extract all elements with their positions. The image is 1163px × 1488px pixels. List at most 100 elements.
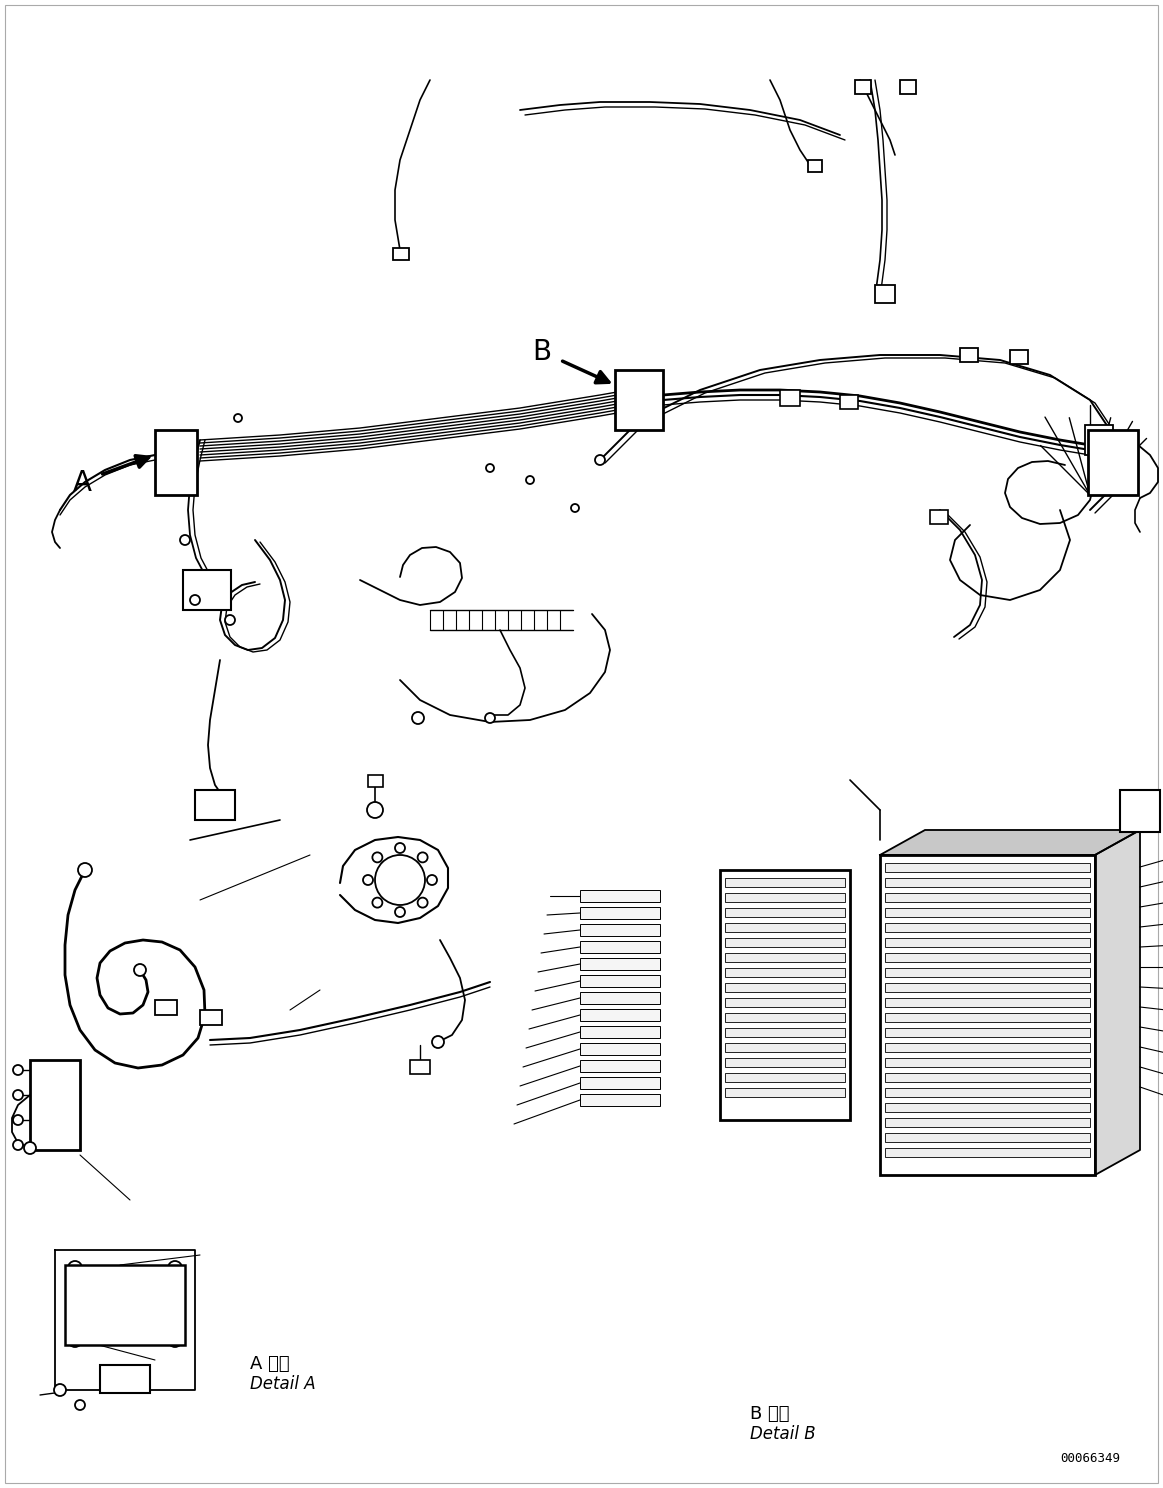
Circle shape <box>368 802 383 818</box>
Bar <box>885 923 1090 931</box>
Text: Detail A: Detail A <box>250 1375 315 1393</box>
Circle shape <box>395 908 405 917</box>
Bar <box>725 908 846 917</box>
Bar <box>615 371 663 430</box>
Bar <box>580 1077 659 1089</box>
Circle shape <box>167 1260 181 1275</box>
Bar <box>959 348 978 362</box>
Bar <box>875 286 896 304</box>
Bar <box>725 923 846 931</box>
Bar <box>100 1364 150 1393</box>
Text: Detail B: Detail B <box>750 1426 815 1443</box>
Circle shape <box>24 1141 36 1155</box>
Bar <box>725 1028 846 1037</box>
Bar <box>368 775 383 787</box>
Text: B: B <box>533 338 551 366</box>
Bar <box>725 1088 846 1097</box>
Bar <box>725 969 846 978</box>
Bar <box>885 1043 1090 1052</box>
Circle shape <box>234 414 242 423</box>
Bar <box>580 1059 659 1071</box>
Circle shape <box>13 1140 23 1150</box>
Circle shape <box>571 504 579 512</box>
Text: A 詳細: A 詳細 <box>250 1356 290 1373</box>
Circle shape <box>431 1036 444 1048</box>
Bar <box>885 908 1090 917</box>
Bar <box>885 1132 1090 1141</box>
Circle shape <box>395 844 405 853</box>
Bar <box>1009 350 1028 365</box>
Circle shape <box>595 455 605 464</box>
Circle shape <box>372 853 383 863</box>
Bar <box>885 969 1090 978</box>
Polygon shape <box>55 1250 195 1390</box>
Circle shape <box>412 711 424 725</box>
Bar <box>580 1009 659 1021</box>
Bar <box>200 1010 222 1025</box>
Bar <box>885 1028 1090 1037</box>
Bar <box>580 924 659 936</box>
Circle shape <box>372 897 383 908</box>
Circle shape <box>180 536 190 545</box>
Bar <box>720 870 850 1120</box>
Bar <box>885 1103 1090 1112</box>
Bar <box>1085 426 1113 455</box>
Bar <box>725 1073 846 1082</box>
Bar <box>885 984 1090 992</box>
Text: 00066349: 00066349 <box>1059 1452 1120 1466</box>
Bar <box>725 998 846 1007</box>
Circle shape <box>67 1260 83 1275</box>
Bar <box>885 893 1090 902</box>
Circle shape <box>526 476 534 484</box>
Circle shape <box>134 964 147 976</box>
Bar <box>195 790 235 820</box>
Bar <box>885 1117 1090 1126</box>
Bar <box>725 893 846 902</box>
Bar <box>1120 790 1160 832</box>
Bar <box>725 952 846 963</box>
Bar <box>725 1058 846 1067</box>
Bar <box>393 248 409 260</box>
Bar <box>808 161 822 173</box>
Bar <box>780 390 800 406</box>
Bar <box>930 510 948 524</box>
Bar <box>30 1059 80 1150</box>
Circle shape <box>167 1333 181 1347</box>
Bar <box>580 958 659 970</box>
Circle shape <box>427 875 437 885</box>
Bar <box>155 430 197 496</box>
Circle shape <box>67 1333 83 1347</box>
Text: A: A <box>72 469 92 497</box>
Circle shape <box>485 713 495 723</box>
Bar <box>885 952 1090 963</box>
Bar <box>65 1265 185 1345</box>
Bar <box>885 1058 1090 1067</box>
Bar <box>183 570 231 610</box>
Circle shape <box>418 853 428 863</box>
Bar <box>900 80 916 94</box>
Polygon shape <box>1096 830 1140 1176</box>
Bar <box>725 878 846 887</box>
Bar <box>155 1000 177 1015</box>
Circle shape <box>190 595 200 606</box>
Bar <box>840 394 858 409</box>
Circle shape <box>13 1091 23 1100</box>
Bar <box>580 975 659 987</box>
Bar <box>1089 430 1139 496</box>
Bar <box>885 1088 1090 1097</box>
Text: B 詳細: B 詳細 <box>750 1405 790 1423</box>
Bar <box>580 908 659 920</box>
Bar <box>855 80 871 94</box>
Circle shape <box>78 863 92 876</box>
Bar <box>880 856 1096 1176</box>
Circle shape <box>13 1065 23 1074</box>
Bar <box>885 878 1090 887</box>
Bar <box>885 937 1090 946</box>
Bar <box>725 1013 846 1022</box>
Bar <box>580 1094 659 1106</box>
Bar <box>885 863 1090 872</box>
Bar <box>725 984 846 992</box>
Bar <box>580 992 659 1004</box>
Bar <box>885 1149 1090 1158</box>
Bar <box>885 1073 1090 1082</box>
